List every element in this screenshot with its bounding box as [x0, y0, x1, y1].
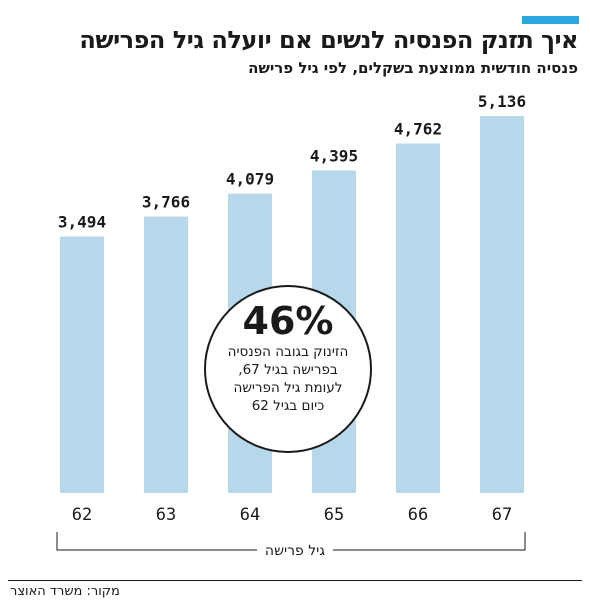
x-tick-label-67: 67 — [492, 505, 512, 525]
x-axis-bracket — [56, 532, 526, 551]
chart-subtitle: פנסיה חודשית ממוצעת בשקלים, לפי גיל פריש… — [248, 59, 578, 77]
footer-rule — [8, 580, 582, 581]
chart-title: איך תזנק הפנסיה לנשים אם יועלה גיל הפריש… — [79, 26, 578, 54]
bar-67 — [480, 116, 524, 493]
value-label-66: 4,762 — [394, 119, 442, 138]
x-tick-labels-group: 62 63 64 65 66 67 — [72, 505, 512, 525]
source-note: מקור: משרד האוצר — [10, 584, 120, 599]
value-label-62: 3,494 — [58, 213, 106, 232]
x-tick-label-66: 66 — [408, 505, 428, 525]
value-label-65: 4,395 — [310, 146, 358, 165]
x-tick-label-64: 64 — [240, 505, 260, 525]
value-label-64: 4,079 — [226, 170, 274, 189]
bar-63 — [144, 216, 188, 494]
bar-62 — [60, 236, 104, 493]
callout-value: 46% — [242, 299, 334, 343]
callout-circle: 46% הזינוק בגובה הפנסיה בפרישה בגיל 67, … — [204, 285, 372, 453]
x-tick-label-65: 65 — [324, 505, 344, 525]
x-tick-label-63: 63 — [156, 505, 176, 525]
x-tick-label-62: 62 — [72, 505, 92, 525]
callout-text: הזינוק בגובה הפנסיה בפרישה בגיל 67, לעומ… — [227, 344, 349, 414]
value-label-67: 5,136 — [478, 92, 526, 111]
value-label-63: 3,766 — [142, 193, 190, 212]
accent-bar — [522, 16, 579, 24]
value-labels-group: 3,494 3,766 4,079 4,395 4,762 5,136 — [58, 92, 526, 232]
bar-66 — [396, 143, 440, 493]
